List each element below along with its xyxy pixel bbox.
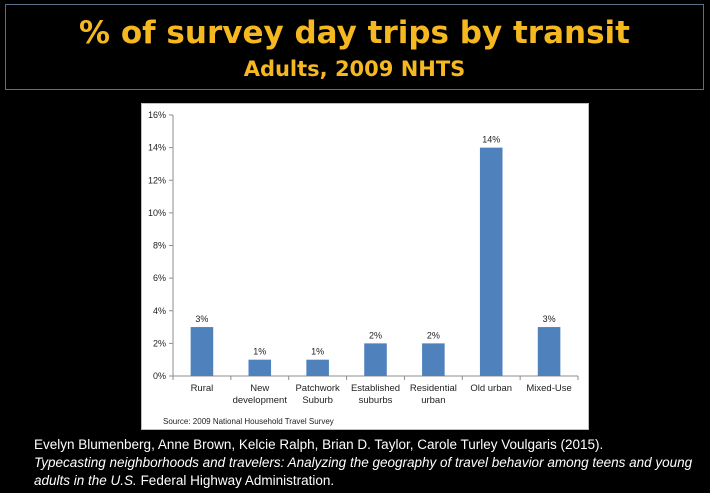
citation-authors: Evelyn Blumenberg, Anne Brown, Kelcie Ra…	[34, 437, 604, 452]
x-tick-label: Patchwork Suburb	[295, 383, 340, 406]
data-label: 3%	[543, 314, 556, 324]
x-tick-label: Mixed-Use	[526, 383, 571, 394]
y-tick-label: 10%	[148, 208, 166, 218]
data-label: 14%	[482, 135, 500, 145]
y-tick-label: 0%	[153, 371, 166, 381]
y-tick-label: 16%	[148, 110, 166, 120]
bar	[422, 343, 445, 376]
chart-panel: 0% 2% 4% 6% 8% 10% 12% 14% 16% 3% Rural 1% New develo…	[141, 103, 589, 430]
bar	[248, 359, 272, 376]
y-tick-label: 4%	[153, 306, 166, 316]
y-tick-label: 14%	[148, 143, 166, 153]
x-tick-label: Old urban	[470, 383, 512, 394]
data-label: 2%	[427, 330, 440, 340]
y-tick-label: 6%	[153, 273, 166, 283]
chart-source: Source: 2009 National Household Travel S…	[163, 417, 334, 426]
bar	[190, 327, 214, 376]
bar-chart: 0% 2% 4% 6% 8% 10% 12% 14% 16% 3% Rural 1% New develo…	[148, 110, 579, 406]
x-tick-label: Rural	[191, 383, 214, 394]
y-tick-label: 2%	[153, 338, 166, 348]
data-label: 1%	[311, 347, 324, 357]
y-tick-label: 12%	[148, 175, 166, 185]
slide-subtitle: Adults, 2009 NHTS	[243, 57, 466, 81]
data-label: 1%	[253, 347, 266, 357]
citation-work-title: Typecasting neighborhoods and travelers:…	[34, 455, 693, 488]
x-tick-label: Established suburbs	[351, 383, 400, 406]
data-label: 3%	[195, 314, 208, 324]
citation: Evelyn Blumenberg, Anne Brown, Kelcie Ra…	[34, 436, 704, 490]
bar	[479, 147, 503, 376]
bar	[306, 359, 329, 376]
data-label: 2%	[369, 330, 382, 340]
x-tick-label: New development	[233, 383, 288, 406]
title-box: % of survey day trips by transit Adults,…	[5, 4, 704, 90]
bar	[537, 327, 561, 376]
y-tick-label: 8%	[153, 241, 166, 251]
bar	[364, 343, 387, 376]
slide-title: % of survey day trips by transit	[79, 15, 630, 51]
x-tick-label: Residential urban	[410, 383, 457, 406]
citation-publisher: Federal Highway Administration.	[136, 473, 335, 488]
